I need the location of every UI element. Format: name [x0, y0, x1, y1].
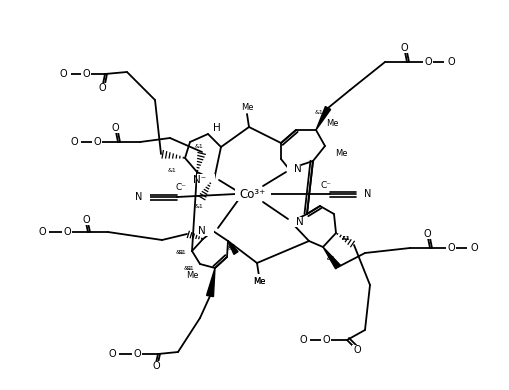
Text: O: O [82, 215, 90, 225]
Text: O: O [98, 83, 106, 93]
Text: O: O [424, 57, 432, 67]
Polygon shape [207, 268, 215, 297]
Text: O: O [353, 345, 361, 355]
Text: O: O [423, 229, 431, 239]
Text: N: N [296, 217, 304, 227]
Text: O: O [38, 227, 46, 237]
Text: N: N [364, 189, 372, 199]
Polygon shape [316, 106, 331, 130]
Text: &1: &1 [178, 250, 186, 255]
Text: &1: &1 [342, 236, 350, 241]
Text: &1: &1 [194, 204, 204, 209]
Bar [105, 349, 119, 359]
Text: N: N [198, 226, 206, 236]
Bar [151, 361, 161, 371]
Text: Me: Me [326, 119, 338, 128]
Text: O: O [59, 69, 67, 79]
Bar [198, 226, 214, 236]
Text: H: H [213, 123, 221, 133]
Text: O: O [152, 361, 160, 371]
Bar [62, 227, 72, 237]
Text: &1: &1 [327, 257, 335, 262]
Text: O: O [82, 69, 90, 79]
Text: Me: Me [335, 149, 348, 158]
Text: &1: &1 [342, 236, 350, 241]
Bar [357, 189, 371, 199]
Bar [97, 83, 107, 93]
Text: O: O [111, 123, 119, 133]
Text: Me: Me [253, 278, 265, 287]
Bar [81, 69, 91, 79]
Text: C⁻: C⁻ [321, 181, 331, 190]
Text: N: N [294, 164, 302, 174]
Text: &1: &1 [327, 257, 335, 262]
Bar [35, 227, 49, 237]
Text: O: O [63, 227, 71, 237]
Bar [321, 335, 331, 345]
Text: Me: Me [241, 103, 253, 112]
Bar [172, 183, 190, 193]
Bar [251, 277, 267, 287]
Bar [132, 349, 142, 359]
Bar [210, 123, 224, 133]
Text: O: O [70, 137, 78, 147]
Text: Me: Me [186, 271, 198, 280]
Text: O: O [133, 349, 141, 359]
Text: O: O [470, 243, 478, 253]
Text: O: O [322, 335, 330, 345]
Bar [327, 148, 343, 158]
Bar [81, 215, 91, 225]
Bar [184, 271, 200, 281]
Text: &1: &1 [167, 167, 177, 172]
Bar [422, 229, 432, 239]
Text: N⁻: N⁻ [193, 175, 206, 185]
Bar [136, 192, 150, 202]
Text: Me: Me [253, 278, 265, 287]
Bar [467, 243, 481, 253]
Bar [352, 345, 362, 355]
Text: O: O [93, 137, 101, 147]
Bar [254, 274, 266, 284]
Text: O: O [299, 335, 307, 345]
Text: Co³⁺: Co³⁺ [240, 188, 266, 200]
Bar [110, 123, 120, 133]
Text: O: O [447, 243, 455, 253]
Bar [197, 174, 215, 186]
Text: &1: &1 [315, 110, 323, 115]
Text: &1: &1 [186, 266, 194, 271]
Text: &1: &1 [194, 144, 204, 149]
Bar [239, 103, 255, 113]
Bar [444, 57, 458, 67]
Bar [92, 137, 102, 147]
Bar [67, 137, 81, 147]
Text: O: O [400, 43, 408, 53]
Bar [318, 117, 334, 127]
Text: O: O [447, 57, 455, 67]
Bar [287, 164, 301, 174]
Text: N: N [134, 192, 142, 202]
Text: &1: &1 [176, 250, 184, 255]
Text: &1: &1 [228, 246, 236, 252]
Bar [55, 69, 71, 79]
Bar [317, 180, 335, 190]
Bar [296, 335, 310, 345]
Text: C⁻: C⁻ [176, 184, 186, 193]
Bar [423, 57, 433, 67]
Bar [235, 187, 271, 201]
Bar [446, 243, 456, 253]
Text: &1: &1 [228, 245, 236, 250]
Polygon shape [228, 241, 238, 254]
Bar [251, 277, 267, 287]
Bar [289, 217, 303, 227]
Text: &1: &1 [184, 266, 192, 271]
Polygon shape [323, 247, 341, 269]
Text: O: O [108, 349, 116, 359]
Bar [399, 43, 409, 53]
